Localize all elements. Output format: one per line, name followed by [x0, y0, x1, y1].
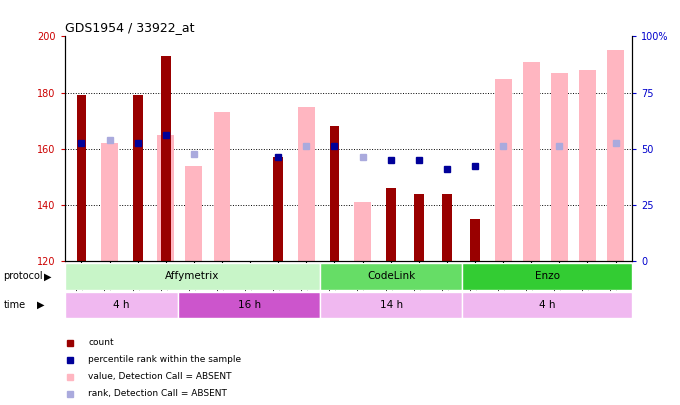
- Bar: [273, 157, 283, 261]
- Text: ▶: ▶: [44, 271, 52, 281]
- Bar: [354, 202, 371, 261]
- Bar: [579, 70, 596, 261]
- Text: ▶: ▶: [37, 300, 45, 310]
- Bar: [186, 166, 203, 261]
- Bar: [470, 219, 480, 261]
- Text: GDS1954 / 33922_at: GDS1954 / 33922_at: [65, 21, 194, 34]
- Bar: [551, 73, 568, 261]
- Text: 4 h: 4 h: [113, 300, 130, 310]
- Bar: [462, 292, 632, 318]
- Bar: [494, 79, 511, 261]
- Bar: [442, 194, 452, 261]
- Text: percentile rank within the sample: percentile rank within the sample: [88, 355, 241, 364]
- Bar: [65, 263, 320, 290]
- Bar: [462, 263, 632, 290]
- Text: count: count: [88, 338, 114, 347]
- Text: 4 h: 4 h: [539, 300, 556, 310]
- Text: rank, Detection Call = ABSENT: rank, Detection Call = ABSENT: [88, 389, 227, 399]
- Bar: [161, 56, 171, 261]
- Bar: [414, 194, 424, 261]
- Text: protocol: protocol: [3, 271, 43, 281]
- Text: CodeLink: CodeLink: [367, 271, 415, 281]
- Text: time: time: [3, 300, 26, 310]
- Text: Enzo: Enzo: [534, 271, 560, 281]
- Bar: [607, 51, 624, 261]
- Text: 14 h: 14 h: [379, 300, 403, 310]
- Bar: [298, 107, 315, 261]
- Bar: [523, 62, 540, 261]
- Bar: [157, 135, 174, 261]
- Bar: [65, 292, 178, 318]
- Bar: [214, 112, 231, 261]
- Bar: [320, 292, 462, 318]
- Text: 16 h: 16 h: [237, 300, 260, 310]
- Bar: [330, 126, 339, 261]
- Bar: [386, 188, 396, 261]
- Bar: [320, 263, 462, 290]
- Text: Affymetrix: Affymetrix: [165, 271, 220, 281]
- Bar: [178, 292, 320, 318]
- Bar: [77, 96, 86, 261]
- Bar: [133, 96, 143, 261]
- Text: value, Detection Call = ABSENT: value, Detection Call = ABSENT: [88, 372, 232, 382]
- Bar: [101, 143, 118, 261]
